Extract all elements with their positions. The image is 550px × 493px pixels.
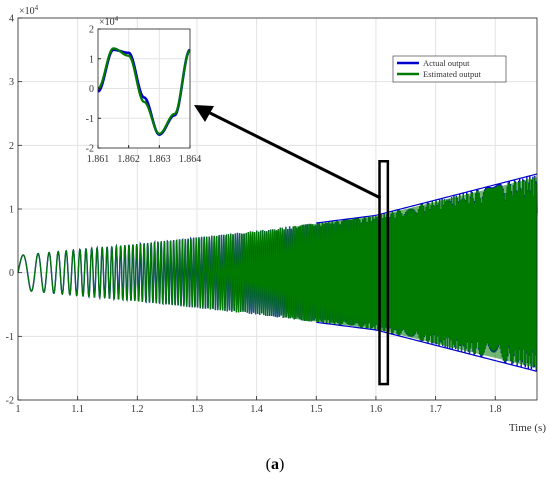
zoom-arrow-shaft bbox=[207, 110, 382, 200]
figure-caption: (a) bbox=[0, 456, 550, 474]
caption-close: ) bbox=[279, 456, 285, 473]
y-tick-label: 4 bbox=[9, 14, 14, 25]
inset-series-line-0 bbox=[97, 48, 191, 136]
y-tick-label: -1 bbox=[6, 332, 14, 343]
x-axis-label: Time (s) bbox=[509, 422, 547, 434]
legend-entry: Actual output bbox=[423, 58, 470, 68]
x-tick-label: 1.7 bbox=[429, 404, 442, 415]
inset-y-tick-label: 2 bbox=[89, 25, 94, 36]
x-tick-label: 1.5 bbox=[310, 404, 323, 415]
series-dense-fill bbox=[292, 177, 537, 368]
inset-y-multiplier: ×104 bbox=[99, 15, 119, 28]
y-multiplier-exponent: 4 bbox=[35, 4, 39, 12]
inset-x-tick-label: 1.861 bbox=[87, 154, 110, 165]
x-tick-label: 1.8 bbox=[489, 404, 502, 415]
x-tick-label: 1.1 bbox=[71, 404, 84, 415]
inset-y-tick-label: -1 bbox=[86, 114, 94, 125]
inset-y-tick-label: 0 bbox=[89, 84, 94, 95]
y-tick-label: 2 bbox=[9, 141, 14, 152]
inset-y-tick-label: -2 bbox=[86, 144, 94, 155]
inset-x-tick-label: 1.862 bbox=[117, 154, 140, 165]
actual-envelope-bottom bbox=[316, 321, 538, 372]
legend-entry: Estimated output bbox=[423, 69, 481, 79]
inset-y-tick-label: 1 bbox=[89, 54, 94, 65]
inset-y-multiplier-exponent: 4 bbox=[115, 15, 119, 23]
legend-box bbox=[392, 55, 507, 83]
x-tick-label: 1.2 bbox=[131, 404, 144, 415]
caption-letter: a bbox=[271, 456, 279, 473]
x-tick-label: 1 bbox=[16, 404, 21, 415]
y-tick-label: 3 bbox=[9, 77, 14, 88]
x-tick-label: 1.4 bbox=[250, 404, 263, 415]
y-tick-label: 0 bbox=[9, 268, 14, 279]
inset-x-tick-label: 1.863 bbox=[148, 154, 171, 165]
y-tick-label: -2 bbox=[6, 396, 14, 407]
inset-x-tick-label: 1.864 bbox=[179, 154, 202, 165]
actual-envelope-top bbox=[316, 173, 538, 224]
caption-open: ( bbox=[265, 456, 271, 473]
x-tick-label: 1.6 bbox=[370, 404, 383, 415]
inset-series-line-1 bbox=[97, 47, 191, 135]
x-tick-label: 1.3 bbox=[191, 404, 204, 415]
zoom-highlight-box bbox=[378, 160, 390, 386]
zoom-arrow-head bbox=[194, 105, 214, 122]
y-multiplier: ×104 bbox=[19, 4, 39, 17]
y-tick-label: 1 bbox=[9, 205, 14, 216]
